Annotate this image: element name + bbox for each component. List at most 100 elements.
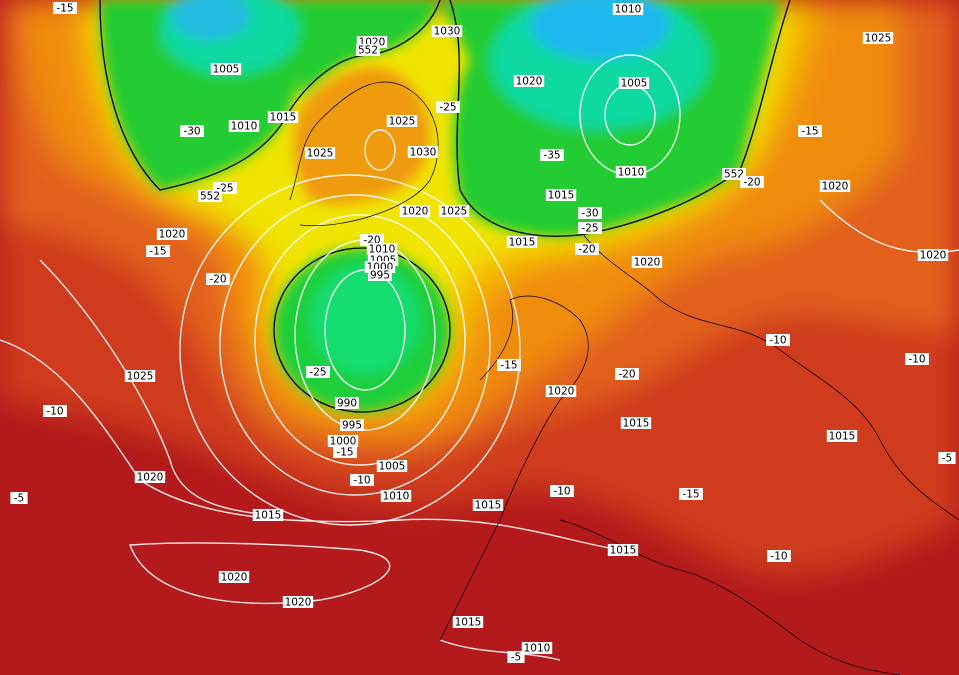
contour-label: 1010 (228, 120, 260, 133)
label-text: -10 (46, 406, 63, 418)
label-box (679, 488, 703, 500)
contour-label: -10 (43, 405, 67, 418)
label-box (436, 101, 460, 113)
contour-label: -30 (180, 125, 204, 138)
label-box (607, 544, 639, 556)
label-box (124, 370, 156, 382)
label-text: 1015 (610, 545, 637, 557)
label-box (399, 205, 431, 217)
label-box (767, 550, 791, 562)
contour-label: 1025 (438, 205, 470, 218)
label-text: 1025 (389, 116, 416, 128)
label-text: 1020 (920, 250, 947, 262)
contour-label: -15 (53, 2, 77, 15)
label-text: 1010 (618, 167, 645, 179)
contour-label: 1015 (620, 417, 652, 430)
label-box (826, 430, 858, 442)
contour-label: -10 (767, 550, 791, 563)
label-box (578, 207, 602, 219)
label-text: -15 (801, 126, 818, 138)
label-text: 1020 (634, 257, 661, 269)
label-box (575, 243, 599, 255)
label-box (386, 115, 418, 127)
contour-label: 1010 (380, 490, 412, 503)
label-text: 995 (370, 270, 390, 282)
contour-label: 1005 (618, 77, 650, 90)
label-box (376, 460, 408, 472)
label-text: -10 (353, 475, 370, 487)
label-text: -5 (14, 493, 24, 505)
label-text: 1010 (369, 244, 396, 256)
label-text: -15 (336, 447, 353, 459)
contour-label: 1015 (607, 544, 639, 557)
label-text: 1030 (410, 147, 437, 159)
contour-label: -20 (575, 243, 599, 256)
contour-label: 990 (335, 397, 359, 410)
label-text: -10 (770, 551, 787, 563)
label-text: -15 (682, 489, 699, 501)
label-text: 1015 (548, 190, 575, 202)
label-text: -30 (183, 126, 200, 138)
label-box (578, 222, 602, 234)
label-box (438, 205, 470, 217)
label-box (356, 44, 380, 56)
label-text: 1020 (822, 181, 849, 193)
label-text: -5 (942, 453, 952, 465)
label-text: -30 (581, 208, 598, 220)
contour-label: 1015 (545, 189, 577, 202)
label-box (550, 485, 574, 497)
contour-label: -15 (146, 245, 170, 258)
label-text: -10 (769, 335, 786, 347)
contour-label: -25 (436, 101, 460, 114)
contour-label: 1020 (917, 249, 949, 262)
label-text: 1020 (137, 472, 164, 484)
contour-label: -15 (679, 488, 703, 501)
label-box (722, 168, 746, 180)
label-box (335, 397, 359, 409)
contour-label: -25 (306, 366, 330, 379)
label-box (740, 176, 764, 188)
label-text: 1010 (524, 643, 551, 655)
label-text: -10 (553, 486, 570, 498)
contour-label: 1015 (472, 499, 504, 512)
label-text: -25 (439, 102, 456, 114)
contour-label: 1010 (615, 166, 647, 179)
contour-label: 1020 (134, 471, 166, 484)
contour-label: -20 (206, 273, 230, 286)
label-text: 1020 (402, 206, 429, 218)
contour-label: 1020 (156, 228, 188, 241)
contour-label: 1030 (407, 146, 439, 159)
label-text: 1020 (221, 572, 248, 584)
label-text: 1015 (255, 510, 282, 522)
label-box (798, 125, 822, 137)
label-text: 1015 (475, 500, 502, 512)
label-text: 1020 (159, 229, 186, 241)
label-text: 1025 (865, 33, 892, 45)
label-text: 552 (200, 191, 220, 203)
contour-label: 1020 (631, 256, 663, 269)
label-box (431, 25, 463, 37)
contour-label: 1005 (210, 63, 242, 76)
label-box (938, 452, 956, 464)
label-box (282, 596, 314, 608)
contour-label: 1015 (506, 236, 538, 249)
label-text: -20 (618, 369, 635, 381)
label-box (218, 571, 250, 583)
label-text: 1020 (548, 386, 575, 398)
label-box (306, 366, 330, 378)
label-box (10, 492, 28, 504)
contour-label: 552 (356, 44, 380, 57)
label-text: 1015 (270, 112, 297, 124)
label-text: 1005 (213, 64, 240, 76)
contour-label: -10 (905, 353, 929, 366)
isobars (0, 54, 959, 661)
label-text: 1010 (231, 121, 258, 133)
label-box (506, 236, 538, 248)
contour-label: -15 (798, 125, 822, 138)
label-box (452, 616, 484, 628)
label-text: 990 (337, 398, 357, 410)
label-text: 1015 (509, 237, 536, 249)
label-text: 1025 (307, 148, 334, 160)
label-box (43, 405, 67, 417)
contour-label: -25 (578, 222, 602, 235)
